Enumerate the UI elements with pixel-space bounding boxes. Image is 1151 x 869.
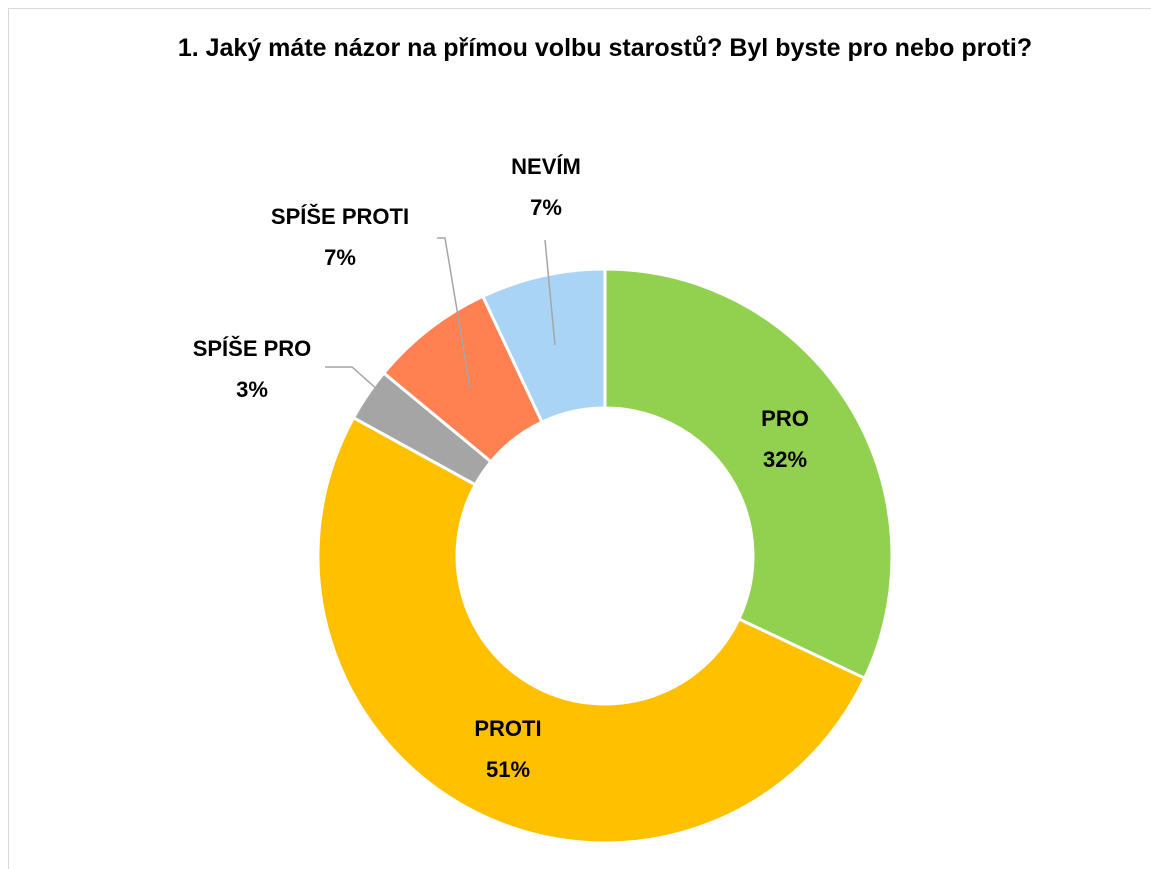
data-label-value: 7% (530, 195, 562, 220)
donut-slice (316, 415, 867, 845)
chart-title: 1. Jaký máte názor na přímou volbu staro… (177, 34, 1033, 62)
data-label-name: SPÍŠE PROTI (271, 204, 409, 229)
leader-line (544, 239, 556, 346)
data-label-value: 3% (236, 377, 268, 402)
data-label-name: PRO (761, 406, 809, 431)
donut-slice (603, 267, 894, 681)
chart-frame (8, 8, 1151, 869)
data-label-name: NEVÍM (511, 154, 581, 179)
data-label-value: 51% (486, 757, 530, 782)
data-label-value: 32% (763, 447, 807, 472)
data-label-name: SPÍŠE PRO (193, 336, 312, 361)
data-label-name: PROTI (474, 716, 541, 741)
leader-line (437, 237, 471, 389)
donut-slice (480, 267, 607, 425)
data-label-value: 7% (324, 245, 356, 270)
leader-line (325, 366, 379, 391)
